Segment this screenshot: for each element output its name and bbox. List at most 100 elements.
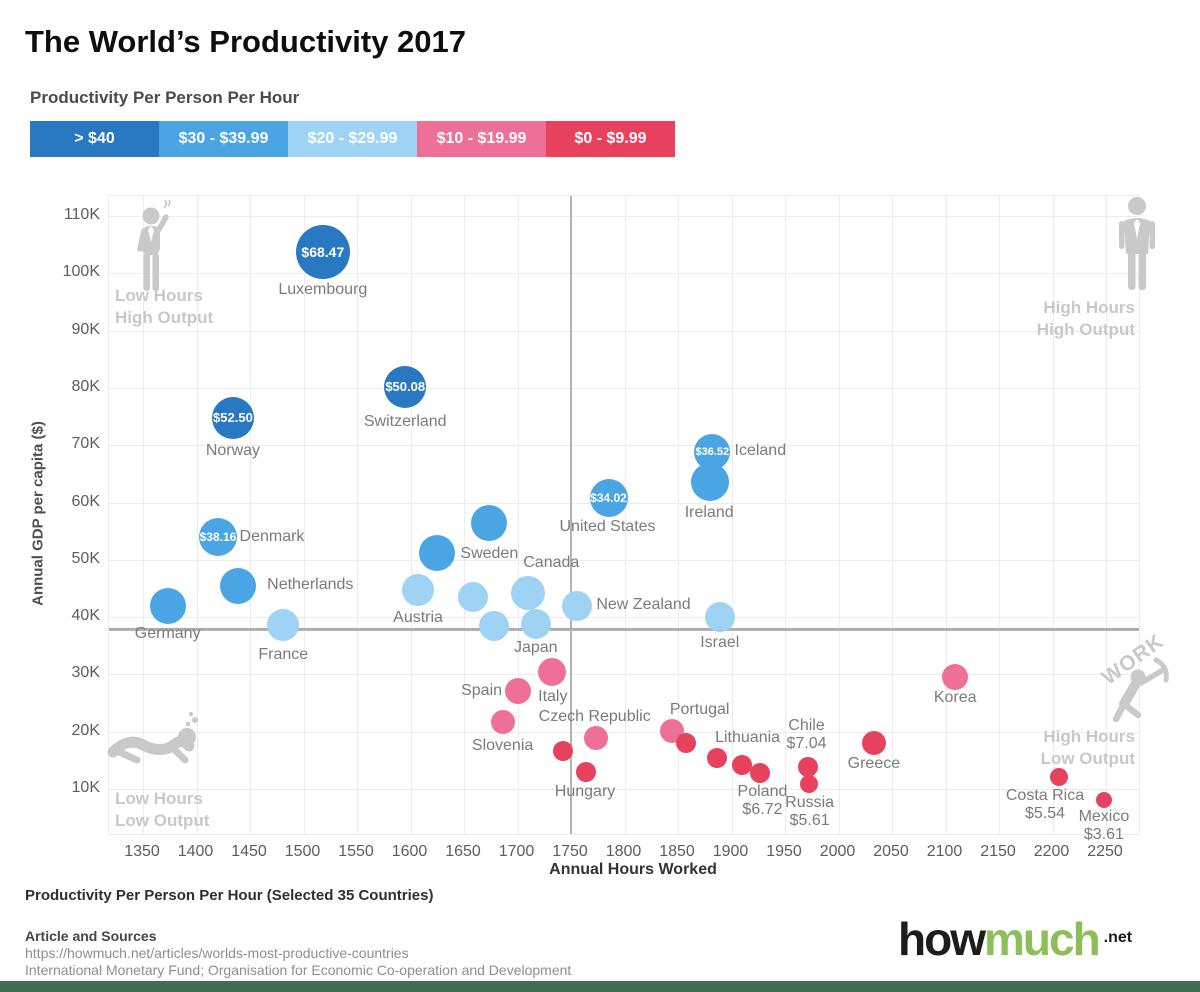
country-bubble-italy[interactable] xyxy=(537,658,566,687)
country-label: Switzerland xyxy=(363,412,447,430)
y-axis-tick-label: 90K xyxy=(71,320,100,338)
working-person-icon xyxy=(1112,657,1169,723)
x-axis-tick-label: 1550 xyxy=(338,843,374,860)
country-bubble-canada[interactable] xyxy=(511,576,546,611)
country-label: Korea xyxy=(933,688,977,706)
country-bubble-united-states[interactable]: $34.02 xyxy=(589,479,628,518)
country-bubble[interactable] xyxy=(457,582,488,613)
country-bubble-chile[interactable] xyxy=(797,756,818,777)
country-bubble-switzerland[interactable]: $50.08 xyxy=(384,365,427,408)
country-bubble-poland[interactable] xyxy=(750,763,771,784)
country-label: Canada xyxy=(523,554,580,572)
x-axis-tick-label: 1850 xyxy=(659,843,695,860)
x-axis-tick-label: 1750 xyxy=(552,843,588,860)
country-label: New Zealand xyxy=(596,596,691,614)
quadrant-label-bottom-left: Low Hours Low Output xyxy=(115,789,210,830)
gridline xyxy=(464,196,465,834)
y-axis-tick-label: 50K xyxy=(71,549,100,567)
x-axis-tick-label: 2100 xyxy=(926,843,963,860)
country-bubble-israel[interactable] xyxy=(704,602,735,633)
bubble-value-label: $52.50 xyxy=(213,410,253,426)
country-label: Austria xyxy=(393,609,443,627)
gridline xyxy=(624,196,626,834)
country-label: Denmark xyxy=(239,528,305,546)
country-label: United States xyxy=(559,518,656,536)
gridline xyxy=(250,196,251,834)
country-bubble[interactable] xyxy=(552,741,573,762)
x-axis-tick-label: 1800 xyxy=(605,843,642,860)
country-bubble-hungary[interactable] xyxy=(576,761,597,782)
productivity-legend: > $40 $30 - $39.99 $20 - $29.99 $10 - $19.9… xyxy=(30,121,675,157)
gridline xyxy=(109,674,1139,676)
country-bubble-new-zealand[interactable] xyxy=(562,591,593,622)
country-label: Poland $6.72 xyxy=(737,783,788,819)
legend-bucket: $30 - $39.99 xyxy=(159,121,288,157)
x-axis-tick-label: 1650 xyxy=(445,843,481,860)
smoking-person-icon xyxy=(137,199,171,291)
country-bubble[interactable] xyxy=(675,733,696,754)
country-bubble-austria[interactable] xyxy=(402,574,435,607)
country-bubble-denmark[interactable]: $38.16 xyxy=(198,518,237,557)
country-bubble-iceland[interactable]: $36.52 xyxy=(694,434,731,471)
x-axis-tick-label: 2050 xyxy=(873,843,909,860)
country-label: Italy xyxy=(538,688,568,706)
gridline xyxy=(109,216,1139,217)
bubble-value-label: $50.08 xyxy=(385,379,426,395)
country-label: Israel xyxy=(700,634,740,652)
x-axis-title: Annual Hours Worked xyxy=(549,861,717,878)
logo-much: much xyxy=(983,913,1101,965)
gridline xyxy=(357,196,358,834)
country-bubble-korea[interactable] xyxy=(942,663,969,690)
gridline xyxy=(109,789,1139,790)
quadrant-label-top-right: High Hours High Output xyxy=(1036,298,1135,339)
gridline xyxy=(109,387,1139,389)
chart-footnote: Productivity Per Person Per Hour (Select… xyxy=(25,887,434,904)
y-axis-tick-label: 110K xyxy=(63,206,100,223)
x-axis-tick-label: 2200 xyxy=(1033,843,1070,860)
country-label: Iceland xyxy=(734,442,787,460)
country-bubble-germany[interactable] xyxy=(149,588,186,625)
quadrant-label-top-left: Low Hours High Output xyxy=(115,286,214,327)
country-label: Costa Rica $5.54 xyxy=(1005,787,1085,823)
country-bubble-costa-rica[interactable] xyxy=(1049,768,1068,787)
legend-bucket: $10 - $19.99 xyxy=(417,121,546,157)
country-bubble-lithuania[interactable] xyxy=(706,748,727,769)
country-label: Spain xyxy=(461,682,503,700)
gridline xyxy=(143,196,144,834)
country-bubble-sweden[interactable] xyxy=(419,535,456,572)
country-bubble-mexico[interactable] xyxy=(1095,792,1112,809)
country-bubble-greece[interactable] xyxy=(861,731,886,756)
country-bubble-spain[interactable] xyxy=(504,678,531,705)
country-bubble[interactable] xyxy=(479,610,510,641)
country-bubble-luxembourg[interactable]: $68.47 xyxy=(295,225,350,280)
gridline xyxy=(785,196,786,834)
logo-how: how xyxy=(898,913,986,965)
gridline xyxy=(109,273,1139,275)
country-label: Japan xyxy=(513,639,558,657)
country-bubble-japan[interactable] xyxy=(520,609,551,640)
legend-bucket: $20 - $29.99 xyxy=(288,121,417,157)
y-axis-tick-label: 30K xyxy=(71,664,100,682)
country-bubble-france[interactable] xyxy=(267,609,300,642)
y-axis-tick-label: 10K xyxy=(71,779,100,796)
legend-bucket: $0 - $9.99 xyxy=(546,121,675,157)
y-axis-tick-label: 40K xyxy=(71,607,100,625)
country-bubble[interactable] xyxy=(732,755,753,776)
country-bubble-russia[interactable] xyxy=(799,774,818,793)
x-axis-tick-label: 1600 xyxy=(391,843,428,860)
country-bubble[interactable] xyxy=(470,505,507,542)
x-axis-tick-label: 1400 xyxy=(177,843,214,860)
country-bubble-czech-republic[interactable] xyxy=(583,726,608,751)
sources-title: Article and Sources xyxy=(25,928,157,944)
source-orgs: International Monetary Fund; Organisatio… xyxy=(25,962,572,978)
country-bubble-netherlands[interactable] xyxy=(220,568,257,605)
gridline xyxy=(1052,196,1054,834)
country-bubble-slovenia[interactable] xyxy=(490,710,515,735)
x-axis-tick-label: 1700 xyxy=(498,843,535,860)
legend-bucket: > $40 xyxy=(30,121,159,157)
x-axis-tick-label: 1450 xyxy=(231,843,267,860)
source-url: https://howmuch.net/articles/worlds-most… xyxy=(25,945,409,961)
gridline xyxy=(196,196,198,834)
country-bubble-norway[interactable]: $52.50 xyxy=(211,396,254,439)
y-axis-tick-label: 60K xyxy=(71,492,100,510)
